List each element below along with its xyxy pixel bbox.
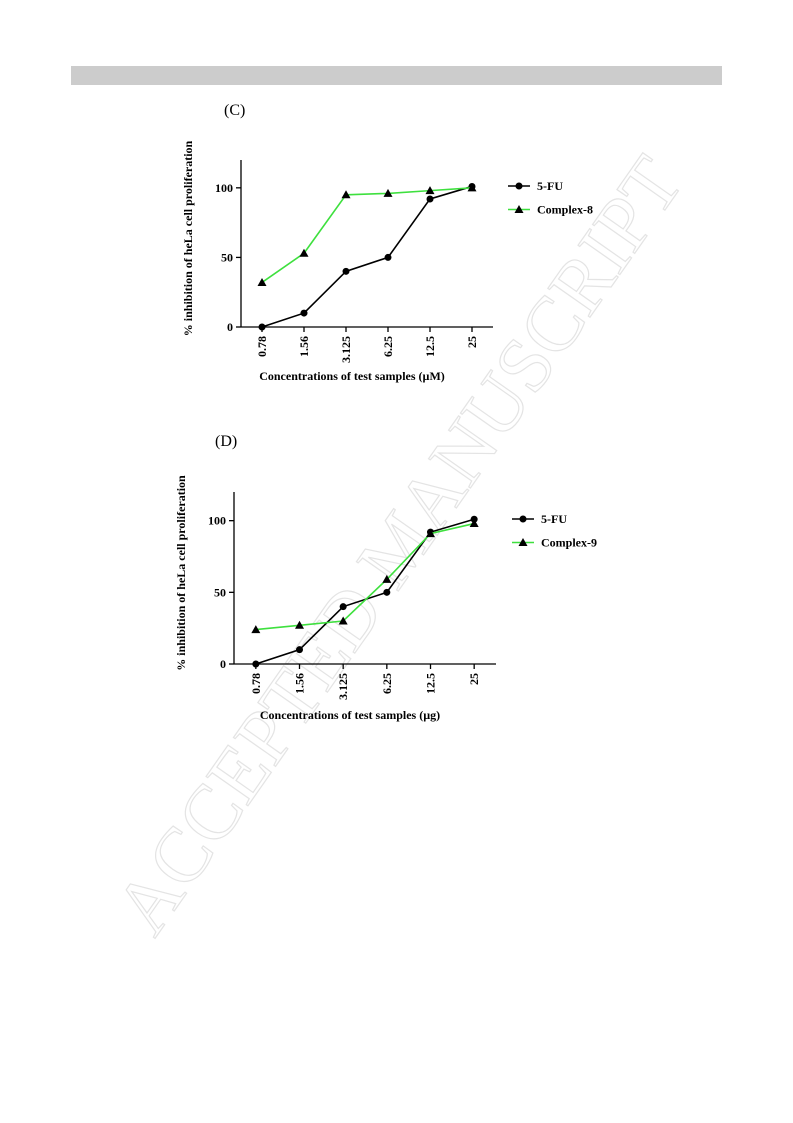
legend-marker <box>515 182 523 190</box>
marker <box>258 323 266 331</box>
x-tick-label: 25 <box>465 336 479 348</box>
x-tick-label: 25 <box>467 673 481 685</box>
x-tick-label: 6.25 <box>380 673 394 694</box>
y-axis-label: % inhibition of heLa cell proliferation <box>174 475 188 671</box>
marker <box>426 529 435 538</box>
marker <box>296 646 303 654</box>
legend-marker <box>518 538 528 546</box>
y-tick-label: 50 <box>214 585 226 599</box>
marker <box>251 625 261 634</box>
header-bar <box>71 66 722 85</box>
x-tick-label: 6.25 <box>381 336 395 357</box>
panel-label: (C) <box>224 102 245 119</box>
x-tick-label: 0.78 <box>249 673 263 694</box>
series-line <box>261 185 473 328</box>
marker <box>469 519 479 528</box>
y-tick-label: 0 <box>220 657 226 671</box>
y-tick-label: 100 <box>215 181 233 195</box>
x-tick-label: 0.78 <box>255 336 269 357</box>
marker <box>382 574 392 583</box>
panel-label: (D) <box>215 433 237 450</box>
legend-marker <box>519 515 527 523</box>
legend-label: Complex-8 <box>537 203 593 217</box>
marker <box>299 248 309 257</box>
marker <box>252 660 260 668</box>
series-line <box>255 522 475 631</box>
x-tick-label: 1.56 <box>293 673 307 694</box>
marker <box>257 277 267 286</box>
series-line <box>261 187 473 284</box>
marker <box>383 188 393 197</box>
marker <box>300 309 308 317</box>
marker <box>338 616 348 625</box>
legend-label: Complex-9 <box>541 536 597 550</box>
marker <box>383 588 391 596</box>
marker <box>467 183 477 192</box>
x-axis-label: Concentrations of test samples (µM) <box>259 369 445 383</box>
legend-label: 5-FU <box>537 179 563 193</box>
marker <box>426 195 434 203</box>
y-tick-label: 0 <box>227 320 233 334</box>
legend-marker <box>514 205 524 213</box>
marker <box>384 253 392 261</box>
legend-label: 5-FU <box>541 512 567 526</box>
y-tick-label: 50 <box>221 250 233 264</box>
y-axis-label: % inhibition of heLa cell proliferation <box>181 140 195 336</box>
x-axis-label: Concentrations of test samples (µg) <box>260 708 440 722</box>
marker <box>339 603 347 611</box>
x-tick-label: 3.125 <box>336 673 350 700</box>
marker <box>425 186 435 195</box>
x-tick-label: 12.5 <box>423 336 437 357</box>
y-tick-label: 100 <box>208 514 226 528</box>
marker <box>341 190 351 199</box>
x-tick-label: 3.125 <box>339 336 353 363</box>
x-tick-label: 12.5 <box>424 673 438 694</box>
x-tick-label: 1.56 <box>297 336 311 357</box>
marker <box>342 267 350 275</box>
marker <box>295 620 304 629</box>
